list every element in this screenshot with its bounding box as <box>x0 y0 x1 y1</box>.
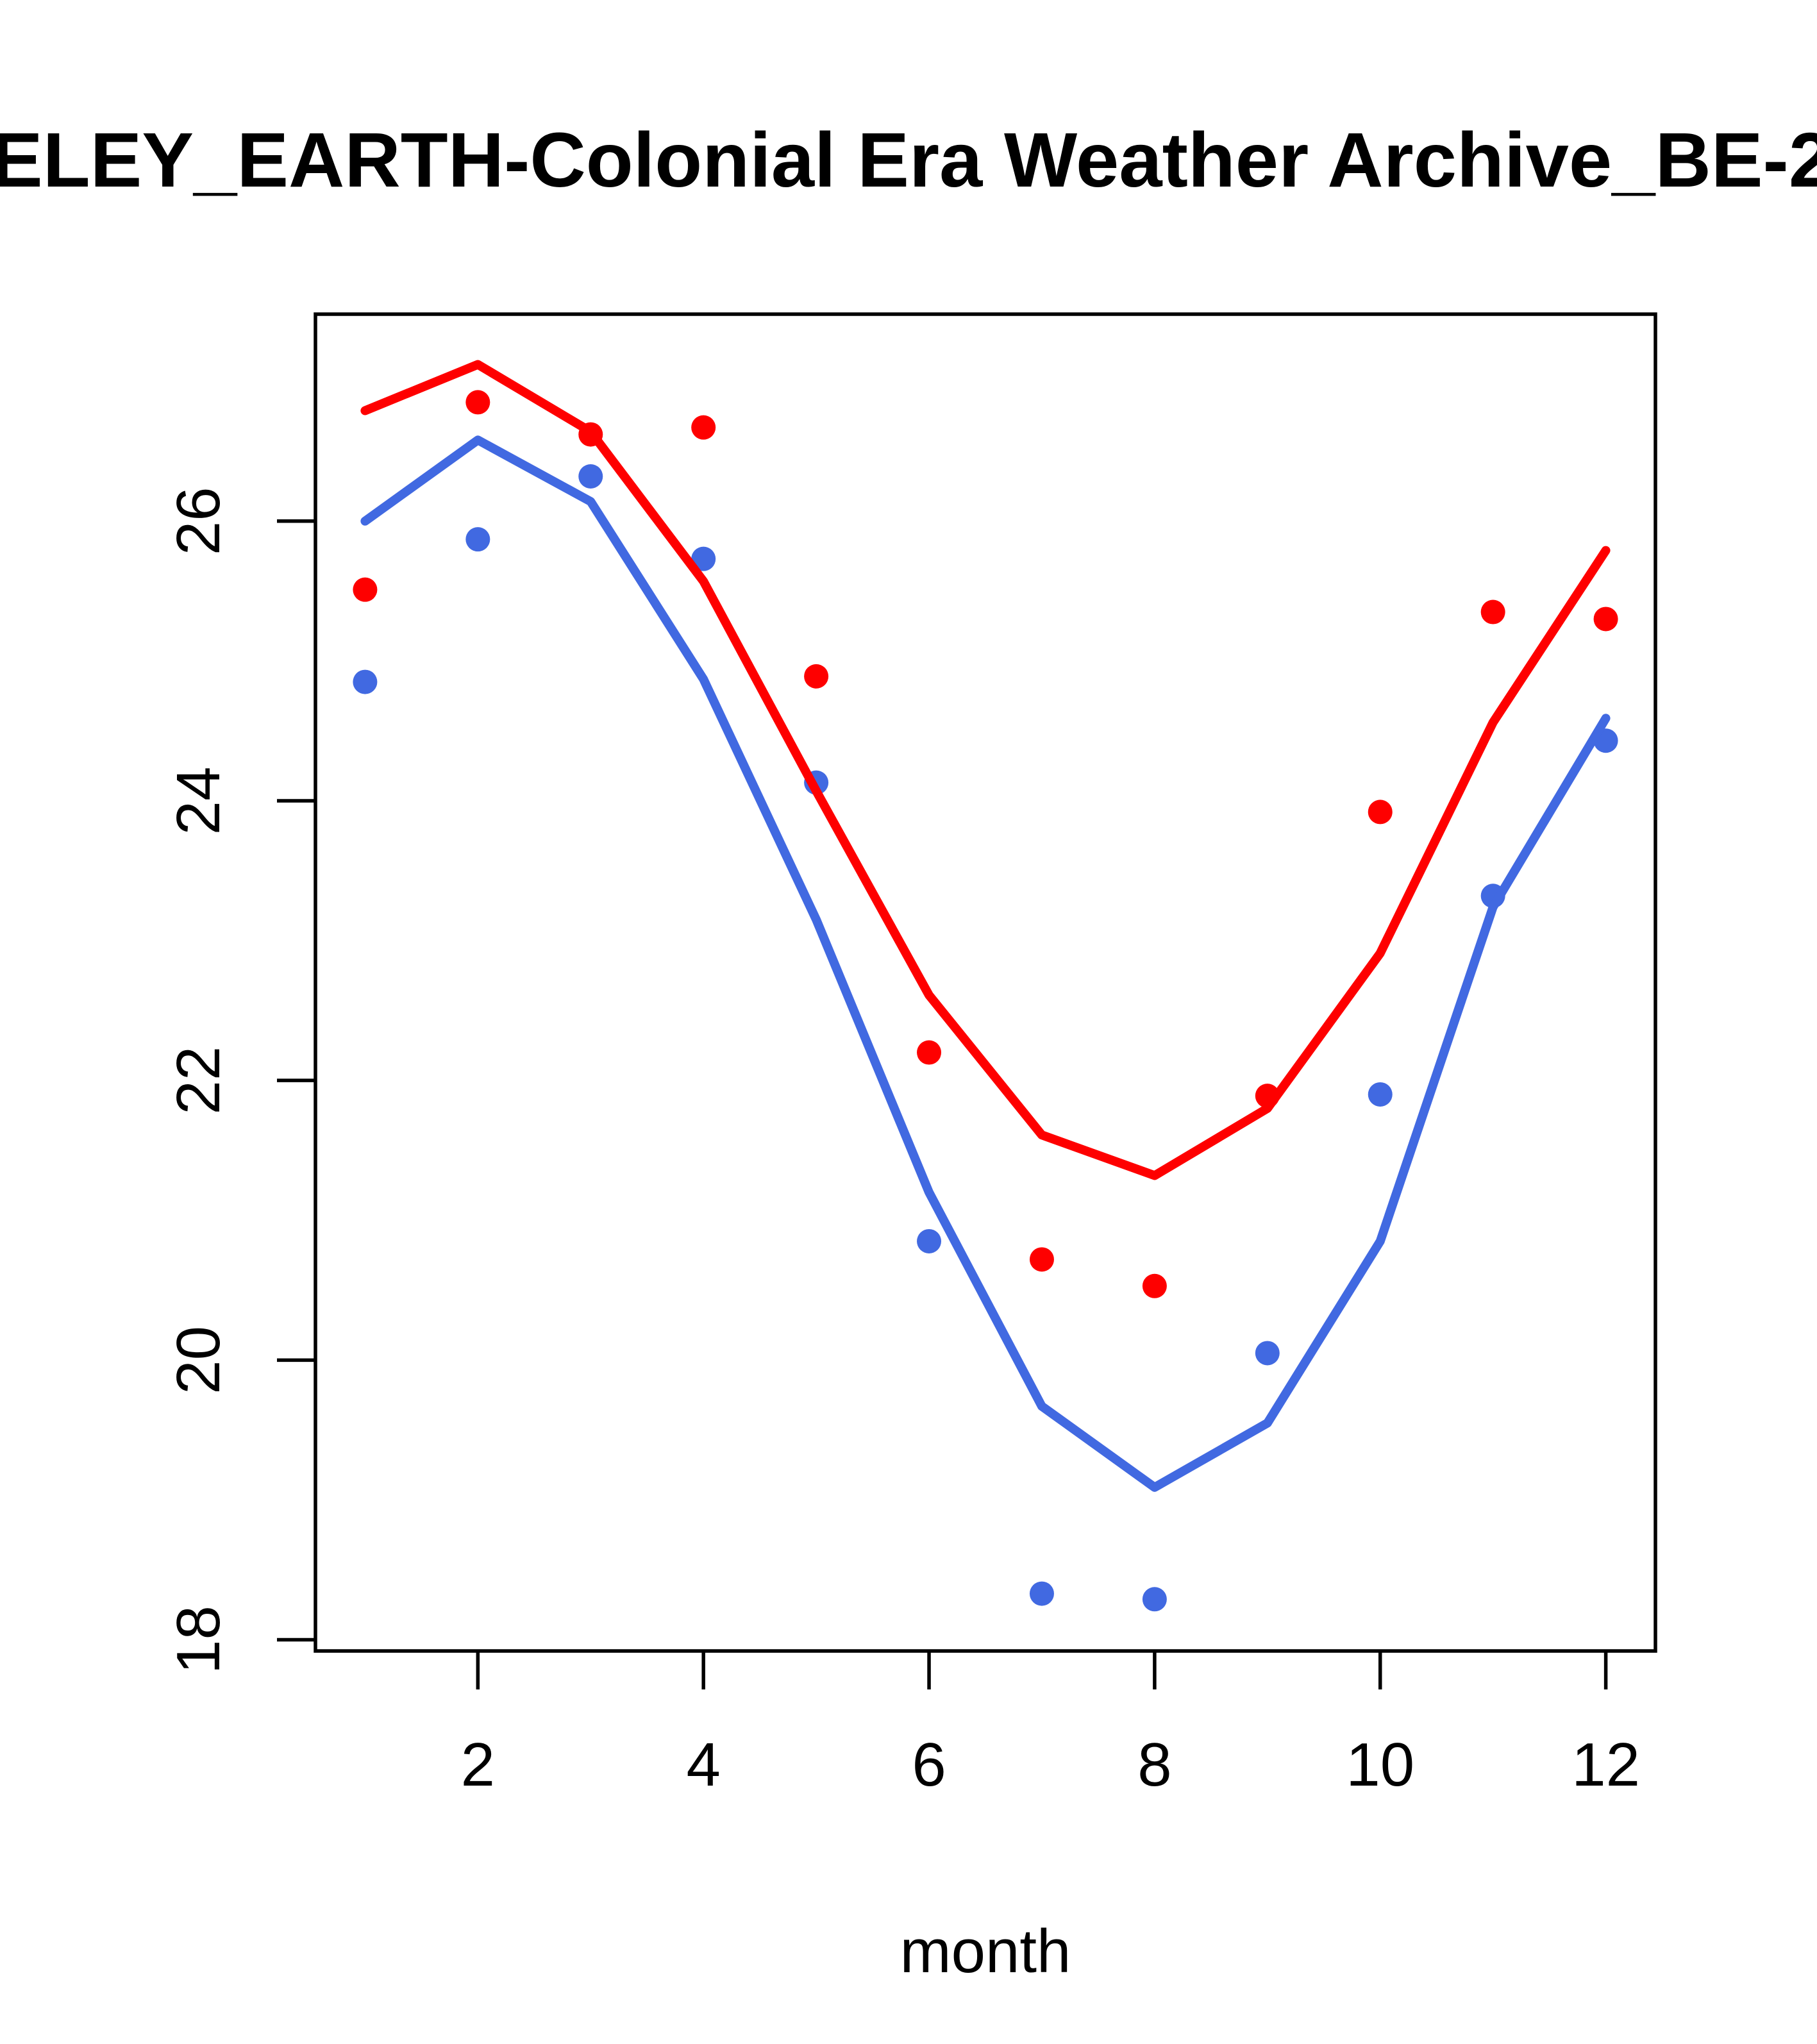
red-point <box>804 664 829 689</box>
blue-point <box>917 1228 942 1253</box>
blue-points <box>353 464 1618 1612</box>
plot-box <box>314 312 1657 1653</box>
blue-point <box>1368 1082 1393 1107</box>
y-tick-label: 18 <box>164 1605 233 1674</box>
blue-point <box>578 464 603 489</box>
red-point <box>691 415 716 440</box>
blue-point <box>1142 1587 1167 1612</box>
red-point <box>353 577 378 602</box>
red-point <box>1142 1273 1167 1298</box>
y-tick-label: 22 <box>164 1046 233 1115</box>
red-points <box>353 390 1618 1298</box>
red-point <box>1480 599 1505 624</box>
data-series-layer <box>353 360 1618 1612</box>
red-point <box>1029 1247 1054 1272</box>
red-point <box>465 390 490 415</box>
x-tick-label: 10 <box>1346 1730 1414 1799</box>
red-point <box>917 1040 942 1065</box>
red-fit-line <box>360 360 1611 1180</box>
blue-point <box>1029 1581 1054 1606</box>
y-tick-label: 26 <box>164 487 233 555</box>
red-point <box>1593 607 1618 632</box>
x-tick-label: 8 <box>1137 1730 1171 1799</box>
blue-point <box>353 669 378 694</box>
blue-point <box>691 546 716 571</box>
x-tick-label: 12 <box>1571 1730 1640 1799</box>
blue-point <box>465 527 490 552</box>
blue-fit-line <box>360 435 1611 1492</box>
chart-title: ELEY_EARTH-Colonial Era Weather Archive_… <box>0 116 1817 203</box>
x-tick-label: 2 <box>461 1730 495 1799</box>
y-tick-label: 20 <box>164 1326 233 1395</box>
x-axis-title: month <box>900 1917 1071 1986</box>
y-tick-label: 24 <box>164 767 233 835</box>
y-axis-ticks: 18 20 22 24 26 <box>164 487 315 1674</box>
x-tick-label: 4 <box>686 1730 720 1799</box>
x-tick-label: 6 <box>912 1730 946 1799</box>
x-axis-ticks: 2 4 6 8 10 12 <box>461 1651 1640 1799</box>
red-point <box>1368 800 1393 825</box>
blue-point <box>1255 1341 1280 1366</box>
